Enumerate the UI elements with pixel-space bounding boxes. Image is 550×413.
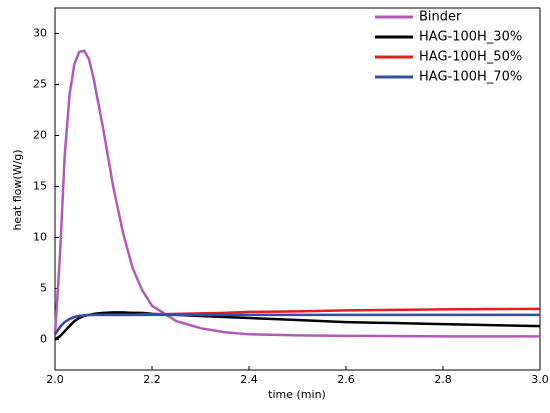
y-tick-label: 20	[33, 128, 47, 141]
x-tick-label: 2.6	[337, 373, 355, 386]
series-line	[53, 49, 540, 338]
x-axis-label: time (min)	[268, 388, 326, 401]
legend-label: HAG-100H_50%	[419, 50, 522, 65]
series-line	[53, 313, 540, 336]
y-tick-label: 30	[33, 26, 47, 39]
legend-label: Binder	[419, 10, 462, 25]
y-tick-label: 0	[40, 332, 47, 345]
y-tick-label: 15	[33, 179, 47, 192]
y-tick-label: 10	[33, 230, 47, 243]
legend-label: HAG-100H_70%	[419, 70, 522, 85]
y-tick-label: 5	[40, 281, 47, 294]
y-axis-label: heat flow(W/g)	[11, 149, 24, 230]
x-tick-label: 3.0	[531, 373, 549, 386]
x-tick-label: 2.8	[434, 373, 452, 386]
plot-frame	[54, 7, 541, 371]
x-tick-label: 2.4	[240, 373, 258, 386]
legend-label: HAG-100H_30%	[419, 30, 522, 45]
series-line	[54, 311, 541, 341]
x-tick-label: 2.2	[143, 373, 161, 386]
x-tick-label: 2.0	[46, 373, 64, 386]
y-tick-label: 25	[33, 77, 47, 90]
